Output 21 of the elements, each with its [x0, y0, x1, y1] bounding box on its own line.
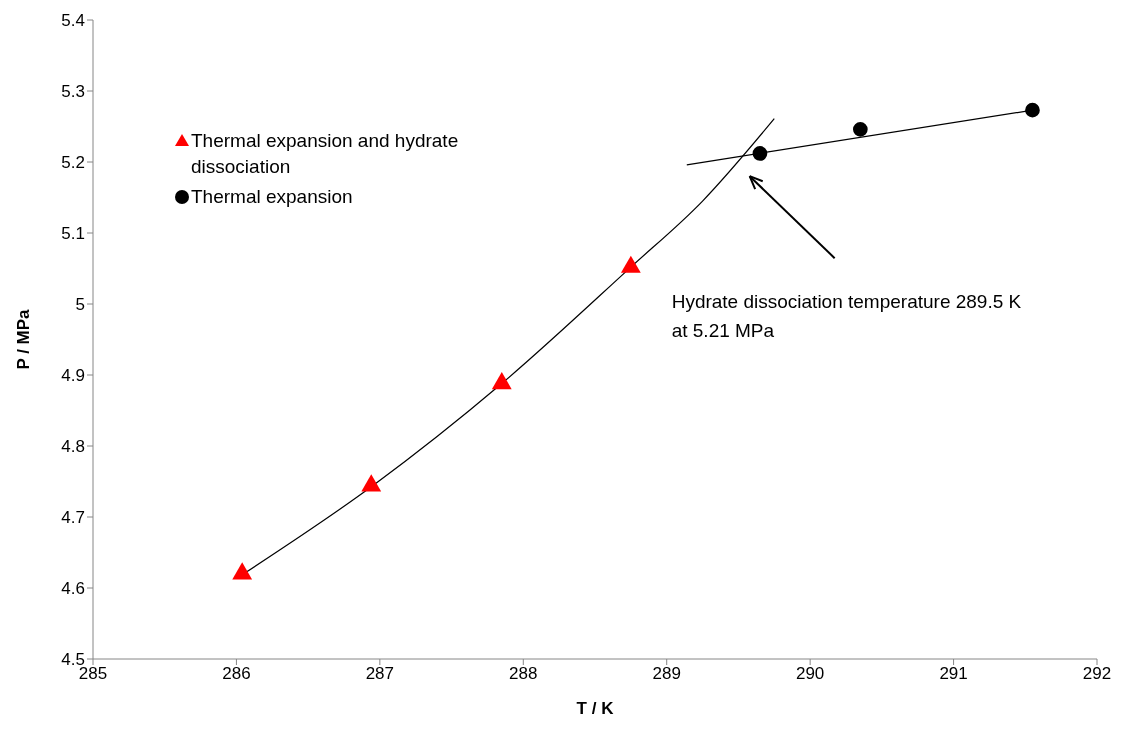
annotation: Hydrate dissociation temperature 289.5 K at 5.21 MPa [671, 291, 1022, 342]
x-tick-label: 286 [222, 664, 251, 684]
y-tick-label: 5.3 [61, 82, 85, 102]
y-tick-label: 4.8 [61, 437, 85, 457]
y-tick-label: 4.7 [61, 508, 85, 528]
y-tick-label: 4.6 [61, 579, 85, 599]
x-tick-label: 289 [652, 664, 681, 684]
x-tick-label: 290 [795, 664, 825, 684]
y-tick-label: 5 [75, 295, 85, 315]
y-axis-title: P / MPa [14, 308, 34, 370]
legend-label: Thermal expansion and hydrate dissociation [191, 129, 460, 179]
legend-label: Thermal expansion [191, 185, 353, 209]
x-axis-title: T / K [576, 699, 615, 718]
y-tick-label: 5.4 [61, 11, 85, 31]
x-tick-label: 287 [365, 664, 395, 684]
y-tick-label: 5.2 [61, 153, 85, 173]
x-tick-label: 291 [939, 664, 968, 684]
x-tick-label: 288 [509, 664, 538, 684]
y-tick-label: 5.1 [61, 224, 85, 244]
x-tick-label: 292 [1082, 664, 1112, 684]
y-tick-label: 4.9 [61, 366, 85, 386]
